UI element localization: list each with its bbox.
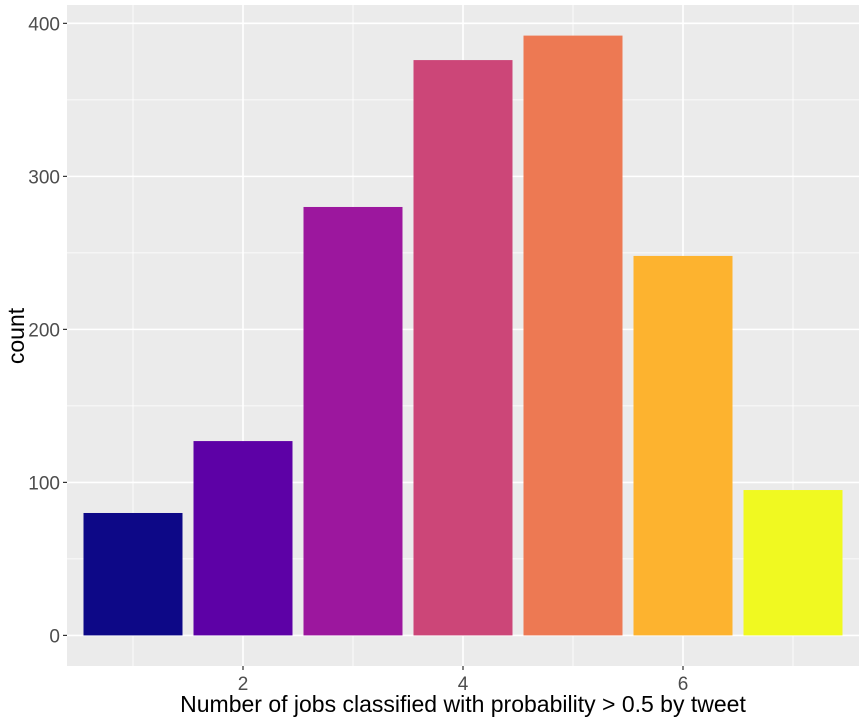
bar-7 [743,490,843,636]
x-tick-label: 2 [238,674,249,695]
bar-2 [193,441,293,636]
y-axis: 0 100 200 300 400 [28,14,67,647]
bar-6 [633,255,733,636]
x-axis: 2 4 6 [238,666,689,695]
x-axis-title: Number of jobs classified with probabili… [180,691,746,717]
y-tick-label: 200 [28,320,60,341]
x-tick-label: 6 [678,674,689,695]
y-tick-label: 400 [28,14,60,35]
y-tick-label: 0 [49,626,60,647]
bar-4 [413,60,513,636]
y-axis-title: count [3,307,29,364]
bar-1 [83,512,183,636]
bars [83,35,843,636]
x-tick-label: 4 [458,674,469,695]
bar-5 [523,35,623,636]
y-tick-label: 300 [28,167,60,188]
bar-3 [303,206,403,636]
y-tick-label: 100 [28,473,60,494]
